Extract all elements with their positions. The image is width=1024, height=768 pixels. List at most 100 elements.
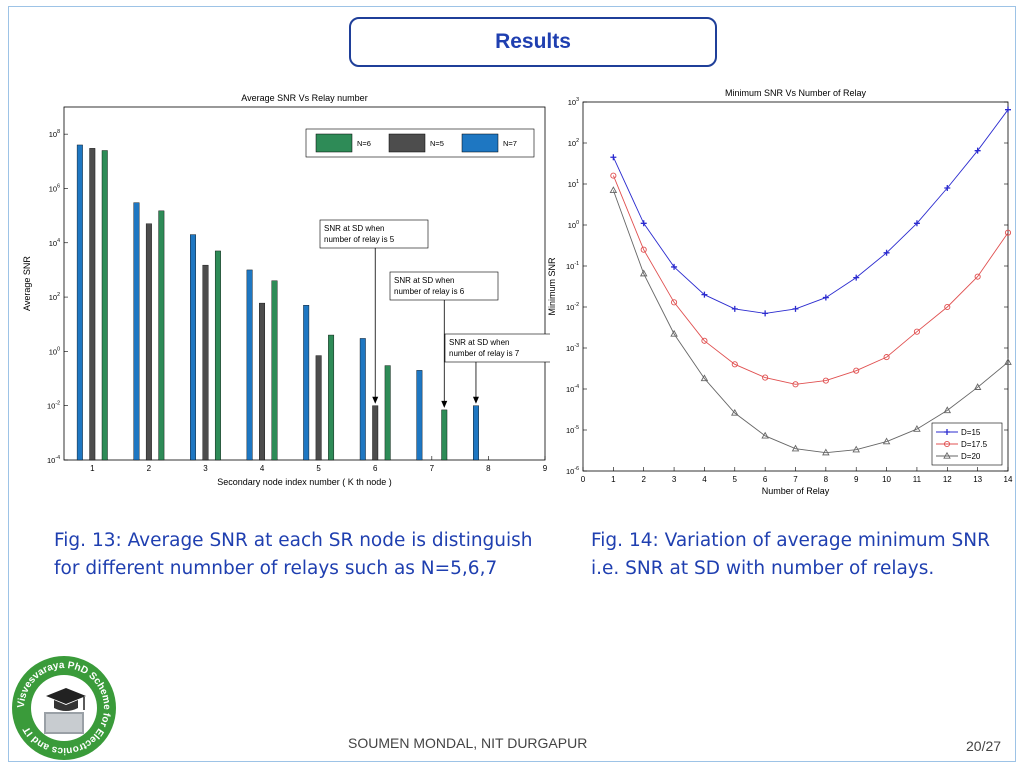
data-point	[973, 383, 982, 390]
data-point	[883, 354, 890, 361]
bar	[190, 234, 196, 461]
bar	[202, 264, 209, 461]
data-point	[944, 303, 951, 311]
bar	[76, 144, 83, 461]
annotation-arrow-head	[472, 396, 479, 404]
bar	[303, 305, 310, 461]
legend-swatch	[388, 133, 426, 153]
annotation-box	[444, 333, 550, 363]
bar	[384, 365, 391, 461]
bar	[416, 370, 423, 461]
data-point	[944, 184, 951, 191]
legend-label: D=17.5	[961, 440, 988, 449]
annotation-text: number of relay is 7	[449, 349, 520, 358]
series-circle	[610, 172, 1012, 388]
data-point	[1004, 229, 1012, 236]
data-point	[943, 406, 952, 414]
data-point	[701, 291, 708, 298]
data-point	[640, 220, 647, 227]
x-tick-label: 0	[581, 475, 586, 484]
y-tick-label: 100	[568, 220, 579, 230]
x-axis-label: Secondary node index number ( K th node …	[217, 477, 392, 487]
bar	[441, 409, 448, 461]
legend-swatch	[315, 133, 353, 153]
x-tick-label: 4	[702, 475, 707, 484]
bar	[158, 210, 165, 461]
annotation-text: number of relay is 6	[394, 287, 465, 296]
bar	[473, 405, 479, 461]
annotation-arrow-head	[441, 400, 448, 408]
annotation-box	[319, 219, 429, 249]
data-point	[731, 361, 738, 368]
y-tick-label: 102	[568, 138, 579, 148]
minimum-snr-line-chart: Minimum SNR Vs Number of Relay10-610-510…	[547, 88, 1013, 496]
annotation-text: SNR at SD when	[449, 338, 509, 347]
y-tick-label: 10-5	[566, 425, 579, 435]
annotation-text: number of relay is 5	[324, 235, 395, 244]
data-point	[640, 246, 647, 253]
data-point	[731, 305, 738, 312]
chart-title: Minimum SNR Vs Number of Relay	[725, 88, 867, 98]
data-point	[852, 445, 860, 453]
series-line	[612, 190, 1009, 454]
bar	[372, 405, 379, 461]
y-tick-label: 102	[49, 292, 60, 302]
series-plus	[610, 106, 1011, 317]
x-tick-label: 11	[913, 475, 922, 484]
annotation: SNR at SD when number of relay is 7	[444, 333, 550, 404]
data-point	[1004, 358, 1012, 365]
data-point	[943, 451, 951, 459]
data-point	[731, 408, 739, 416]
data-point	[671, 263, 678, 270]
chart-title: Average SNR Vs Relay number	[241, 93, 367, 103]
x-tick-label: 6	[763, 475, 768, 484]
y-tick-label: 100	[49, 346, 60, 356]
annotation-text: SNR at SD when	[324, 224, 384, 233]
x-tick-label: 9	[543, 464, 548, 473]
y-tick-label: 10-1	[566, 261, 579, 271]
data-point	[853, 367, 860, 374]
bar	[359, 338, 366, 461]
x-tick-label: 7	[793, 475, 798, 484]
series-line	[612, 109, 1009, 314]
data-point	[822, 294, 829, 301]
x-tick-label: 10	[882, 475, 891, 484]
data-point	[700, 374, 709, 382]
legend-label: D=20	[961, 452, 981, 461]
legend-label: N=5	[430, 139, 444, 148]
y-axis-label: Average SNR	[22, 256, 32, 311]
visvesvaraya-logo: Visvesvaraya PhD Scheme for Electronics …	[10, 654, 118, 767]
data-point	[882, 437, 891, 445]
y-axis-label: Minimum SNR	[547, 257, 557, 316]
data-point	[670, 329, 678, 337]
y-tick-label: 10-3	[566, 343, 579, 353]
bar	[271, 280, 278, 461]
y-tick-label: 10-2	[566, 302, 579, 312]
plot-area	[582, 101, 1009, 472]
x-tick-label: 14	[1004, 475, 1013, 484]
legend: D=15 D=17.5 D=20	[931, 422, 1003, 466]
data-point	[671, 299, 678, 306]
data-point	[609, 186, 618, 194]
page-number: 20/27	[966, 738, 1002, 754]
x-tick-label: 13	[973, 475, 982, 484]
x-tick-label: 8	[824, 475, 829, 484]
data-point	[791, 444, 800, 452]
annotation: SNR at SD when number of relay is 6	[389, 271, 499, 408]
annotation-arrow-head	[372, 396, 379, 404]
bar	[246, 269, 253, 461]
legend-label: D=15	[961, 428, 981, 437]
bar	[214, 250, 221, 461]
bar	[259, 302, 266, 461]
y-tick-label: 10-2	[47, 401, 60, 411]
fig14-caption: Fig. 14: Variation of average minimum SN…	[591, 530, 990, 579]
slide-title: Results	[495, 30, 571, 53]
legend-label: N=6	[357, 139, 371, 148]
data-point	[762, 374, 769, 381]
data-point	[792, 381, 799, 388]
x-tick-label: 1	[611, 475, 616, 484]
y-tick-label: 103	[568, 97, 579, 107]
x-tick-label: 5	[316, 464, 321, 473]
data-point	[1005, 106, 1011, 113]
x-tick-label: 3	[672, 475, 677, 484]
